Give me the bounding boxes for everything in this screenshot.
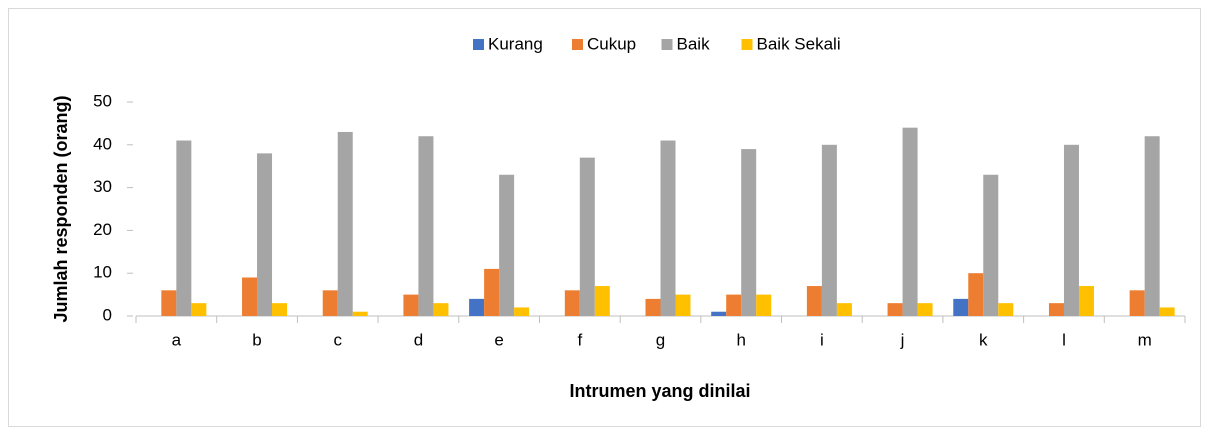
bar bbox=[902, 127, 918, 317]
bar bbox=[1159, 307, 1175, 316]
bar bbox=[660, 140, 676, 316]
y-tick-label: 40 bbox=[93, 134, 112, 153]
bar bbox=[403, 294, 419, 316]
x-tick-label: d bbox=[414, 330, 423, 349]
legend-swatch bbox=[572, 39, 583, 50]
x-tick-label: m bbox=[1138, 330, 1152, 349]
legend-swatch bbox=[661, 39, 673, 50]
bar bbox=[257, 153, 273, 316]
legend-swatch bbox=[741, 39, 753, 50]
legend-label: Cukup bbox=[587, 34, 636, 53]
y-tick-label: 30 bbox=[93, 177, 112, 196]
x-tick-label: l bbox=[1062, 330, 1066, 349]
bar bbox=[1144, 136, 1160, 316]
bar bbox=[161, 290, 177, 316]
bar bbox=[272, 303, 288, 316]
bar bbox=[756, 294, 772, 316]
bar bbox=[352, 311, 368, 316]
legend-swatch bbox=[473, 39, 484, 50]
bar bbox=[469, 298, 485, 316]
bar bbox=[968, 273, 984, 316]
chart-border bbox=[8, 8, 1201, 427]
y-axis-title: Jumlah responden (orang) bbox=[51, 95, 71, 322]
x-tick-label: a bbox=[172, 330, 182, 349]
bar bbox=[514, 307, 530, 316]
bar bbox=[484, 268, 500, 316]
bar bbox=[741, 149, 757, 316]
bar bbox=[433, 303, 449, 316]
bar bbox=[645, 298, 661, 316]
x-tick-label: j bbox=[900, 330, 905, 349]
y-tick-label: 20 bbox=[93, 220, 112, 239]
legend-label: Baik Sekali bbox=[757, 34, 841, 53]
bar bbox=[983, 174, 999, 316]
x-tick-label: i bbox=[820, 330, 824, 349]
bar bbox=[1048, 303, 1064, 316]
x-tick-label: k bbox=[979, 330, 988, 349]
bar bbox=[322, 290, 338, 316]
bar bbox=[594, 286, 610, 316]
x-tick-label: c bbox=[333, 330, 342, 349]
bar bbox=[176, 140, 192, 316]
bar bbox=[418, 136, 434, 316]
bar bbox=[1129, 290, 1145, 316]
bar bbox=[726, 294, 742, 316]
bar bbox=[998, 303, 1014, 316]
x-tick-label: h bbox=[736, 330, 745, 349]
bar bbox=[887, 303, 903, 316]
bar bbox=[953, 298, 969, 316]
bar bbox=[675, 294, 691, 316]
bar bbox=[191, 303, 207, 316]
x-tick-label: e bbox=[494, 330, 503, 349]
bar bbox=[821, 144, 837, 316]
x-tick-label: f bbox=[577, 330, 582, 349]
y-tick-label: 50 bbox=[93, 91, 112, 110]
legend-label: Baik bbox=[677, 34, 711, 53]
bar bbox=[564, 290, 580, 316]
y-tick-label: 0 bbox=[103, 305, 112, 324]
bar bbox=[711, 311, 727, 316]
bar bbox=[1063, 144, 1079, 316]
x-tick-label: b bbox=[252, 330, 261, 349]
x-axis-title: Intrumen yang dinilai bbox=[569, 381, 750, 401]
bar bbox=[337, 131, 353, 316]
x-tick-label: g bbox=[656, 330, 665, 349]
bar bbox=[579, 157, 595, 316]
bar bbox=[1078, 286, 1094, 316]
bar bbox=[242, 277, 258, 316]
bar bbox=[806, 286, 822, 316]
bar bbox=[499, 174, 515, 316]
bar bbox=[917, 303, 933, 316]
legend-label: Kurang bbox=[488, 34, 543, 53]
y-tick-label: 10 bbox=[93, 263, 112, 282]
bar bbox=[836, 303, 852, 316]
